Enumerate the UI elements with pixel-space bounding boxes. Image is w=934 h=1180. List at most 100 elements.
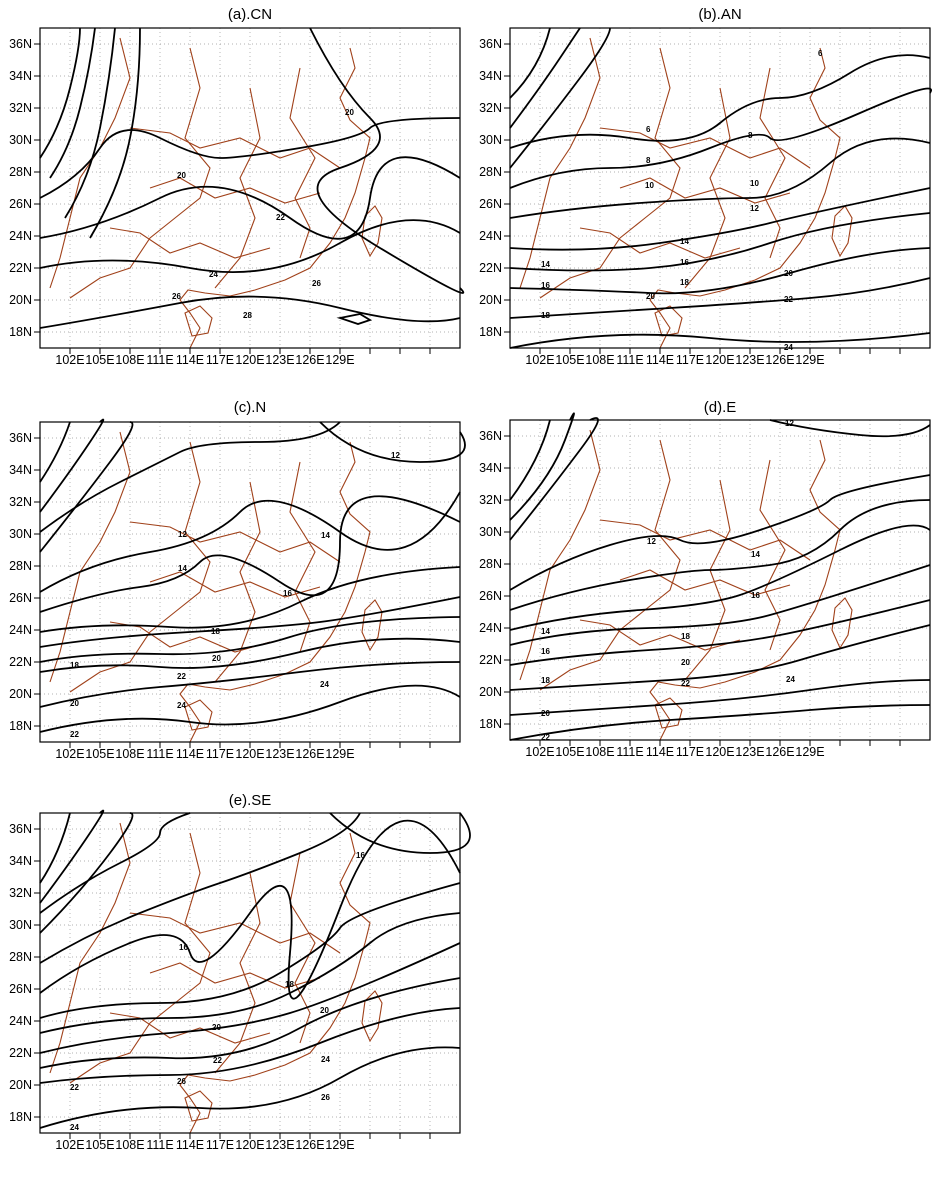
lon-tick-label: 117E xyxy=(206,747,234,761)
contour-label: 12 xyxy=(785,419,794,428)
contour-label: 26 xyxy=(312,279,321,288)
lat-tick-label: 20N xyxy=(9,1078,32,1092)
contour-label: 22 xyxy=(541,733,550,742)
lon-tick-label: 123E xyxy=(265,747,294,761)
contour-label: 22 xyxy=(276,213,285,222)
contour-label: 20 xyxy=(784,269,793,278)
lon-tick-label: 120E xyxy=(705,353,734,367)
contour-labels: 12 12 14 14 16 16 18 18 20 20 22 22 24 xyxy=(541,419,795,742)
contour-label: 20 xyxy=(70,699,79,708)
contour-label: 10 xyxy=(750,179,759,188)
lon-tick-label: 123E xyxy=(735,745,764,759)
lat-tick-label: 20N xyxy=(479,293,502,307)
lat-tick-label: 24N xyxy=(479,229,502,243)
lon-tick-label: 102E xyxy=(525,353,554,367)
lon-tick-label: 111E xyxy=(146,353,173,367)
contour-label: 26 xyxy=(172,292,181,301)
contour-labels: 12 12 14 14 16 18 18 20 20 22 22 24 24 xyxy=(70,451,400,739)
contour-label: 20 xyxy=(320,1006,329,1015)
lon-tick-label: 129E xyxy=(795,745,824,759)
lat-tick-label: 36N xyxy=(9,431,32,445)
contour-labels: 20 20 22 24 26 26 28 xyxy=(172,108,354,320)
contour-label: 16 xyxy=(179,943,188,952)
map-panel-b xyxy=(503,27,932,355)
contour-label: 24 xyxy=(784,343,793,352)
contour-label: 20 xyxy=(212,654,221,663)
axis-tick-labels: 102E 105E 108E 111E 114E 117E 120E 123E 126E 129E… xyxy=(9,37,825,1152)
lon-tick-label: 105E xyxy=(555,353,584,367)
contour-label: 16 xyxy=(356,851,365,860)
contour-label: 18 xyxy=(680,278,689,287)
lat-tick-label: 34N xyxy=(9,69,32,83)
panel-title: (e).SE xyxy=(229,792,272,809)
lat-tick-label: 26N xyxy=(479,589,502,603)
lon-tick-label: 123E xyxy=(735,353,764,367)
lon-tick-label: 120E xyxy=(235,1138,264,1152)
lat-tick-label: 36N xyxy=(479,37,502,51)
contour-label: 28 xyxy=(243,311,252,320)
lat-tick-label: 32N xyxy=(9,495,32,509)
contour-label: 18 xyxy=(211,627,220,636)
lon-tick-label: 108E xyxy=(115,1138,144,1152)
contour-lines xyxy=(509,27,932,349)
lat-tick-label: 24N xyxy=(479,621,502,635)
lat-tick-label: 18N xyxy=(9,1110,32,1124)
lon-tick-label: 108E xyxy=(585,353,614,367)
contour-label: 16 xyxy=(680,258,689,267)
contour-label: 16 xyxy=(283,589,292,598)
lat-tick-label: 20N xyxy=(9,293,32,307)
lon-tick-label: 111E xyxy=(616,745,643,759)
panel-title: (c).N xyxy=(234,399,267,416)
lon-tick-label: 102E xyxy=(55,1138,84,1152)
lon-tick-label: 114E xyxy=(176,747,204,761)
map-panel-e xyxy=(33,809,471,1140)
lat-tick-label: 36N xyxy=(9,37,32,51)
lat-tick-label: 30N xyxy=(479,133,502,147)
contour-label: 20 xyxy=(541,709,550,718)
lat-tick-label: 34N xyxy=(479,461,502,475)
lon-tick-label: 120E xyxy=(235,747,264,761)
lat-tick-label: 32N xyxy=(479,101,502,115)
lat-tick-label: 22N xyxy=(9,1046,32,1060)
contour-label: 22 xyxy=(177,672,186,681)
lon-tick-label: 129E xyxy=(325,353,354,367)
lat-tick-label: 20N xyxy=(479,685,502,699)
map-panel-d xyxy=(503,412,931,747)
contour-label: 20 xyxy=(345,108,354,117)
lon-tick-label: 114E xyxy=(646,745,674,759)
contour-label: 8 xyxy=(646,156,651,165)
lon-tick-label: 111E xyxy=(616,353,643,367)
contour-label: 26 xyxy=(321,1093,330,1102)
contour-lines xyxy=(39,809,471,1129)
lon-tick-label: 123E xyxy=(265,1138,294,1152)
lat-tick-label: 26N xyxy=(9,982,32,996)
contour-label: 26 xyxy=(177,1077,186,1086)
contour-lines xyxy=(509,412,931,741)
contour-label: 18 xyxy=(681,632,690,641)
contour-label: 22 xyxy=(784,295,793,304)
contour-label: 8 xyxy=(748,131,753,140)
lat-tick-label: 22N xyxy=(9,655,32,669)
contour-label: 16 xyxy=(751,591,760,600)
contour-label: 18 xyxy=(541,676,550,685)
lat-tick-label: 26N xyxy=(9,591,32,605)
contour-label: 24 xyxy=(321,1055,330,1064)
contour-label: 16 xyxy=(541,281,550,290)
contour-label: 14 xyxy=(321,531,330,540)
lat-tick-label: 30N xyxy=(9,527,32,541)
lat-tick-label: 24N xyxy=(9,623,32,637)
panel-title: (b).AN xyxy=(698,6,741,23)
lon-tick-label: 126E xyxy=(295,1138,324,1152)
lon-tick-label: 120E xyxy=(235,353,264,367)
lon-tick-label: 129E xyxy=(795,353,824,367)
lat-tick-label: 36N xyxy=(9,822,32,836)
contour-label: 22 xyxy=(70,730,79,739)
contour-labels: 16 16 18 20 20 22 22 24 24 26 26 xyxy=(70,851,365,1132)
contour-label: 22 xyxy=(213,1056,222,1065)
lon-tick-label: 102E xyxy=(525,745,554,759)
lat-tick-label: 20N xyxy=(9,687,32,701)
lon-tick-label: 105E xyxy=(555,745,584,759)
lat-tick-label: 30N xyxy=(479,525,502,539)
contour-label: 14 xyxy=(541,260,550,269)
contour-label: 22 xyxy=(70,1083,79,1092)
